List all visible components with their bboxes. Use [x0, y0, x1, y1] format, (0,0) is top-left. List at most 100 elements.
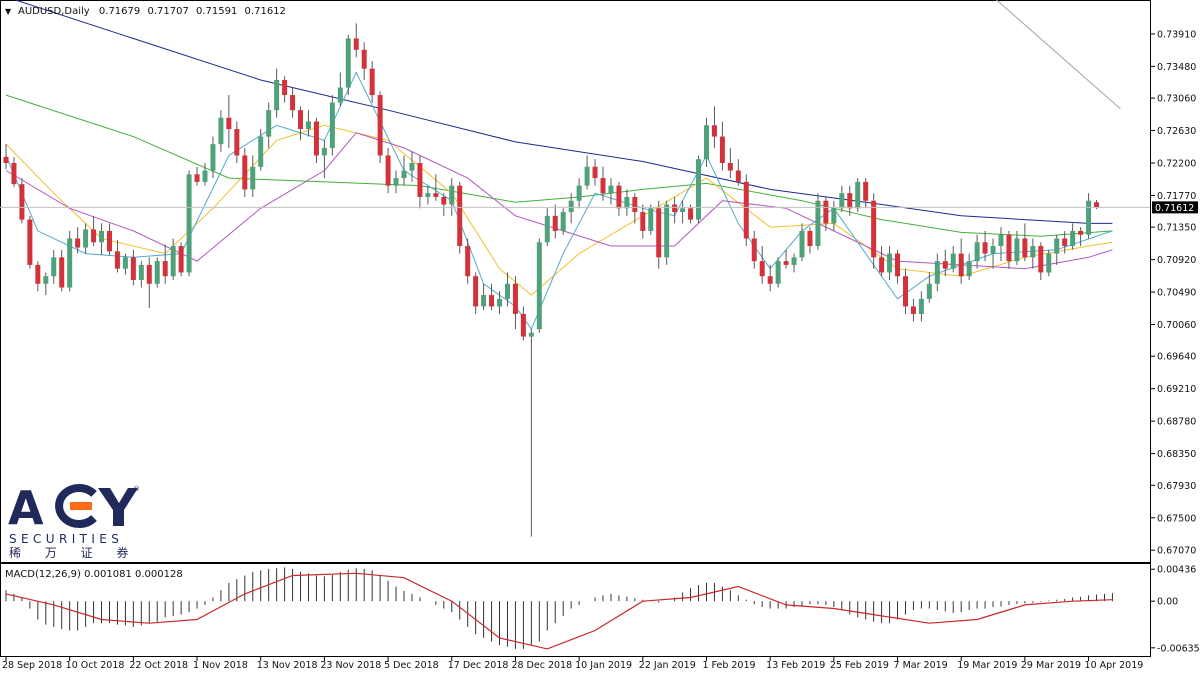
candle-body — [1030, 246, 1036, 258]
date-tick-label: 13 Nov 2018 — [257, 660, 318, 671]
high-value: 0.71707 — [147, 6, 188, 17]
candle-body — [1054, 238, 1060, 254]
price-tick-label: 0.70920 — [1157, 255, 1196, 266]
date-tick-label: 1 Nov 2018 — [193, 660, 248, 671]
open-value: 0.71679 — [99, 6, 140, 17]
candle-body — [274, 79, 280, 111]
candle-body — [353, 38, 359, 50]
candle-body — [497, 298, 503, 307]
moving-averages — [5, 0, 1121, 331]
candle-body — [672, 204, 678, 213]
candle-body — [847, 193, 853, 209]
candle-body — [815, 200, 821, 247]
candle-body — [783, 261, 789, 265]
candle-body — [59, 257, 65, 288]
candle-body — [950, 253, 956, 269]
price-tick-label: 0.71350 — [1157, 223, 1196, 234]
candle-body — [759, 261, 765, 277]
candle-body — [425, 193, 431, 197]
candle-body — [727, 162, 733, 171]
candle-body — [831, 208, 837, 224]
candle-body — [242, 155, 248, 190]
date-tick-label: 13 Feb 2019 — [766, 660, 825, 671]
candle-body — [958, 253, 964, 277]
price-tick-label: 0.72630 — [1157, 126, 1196, 137]
candle-body — [592, 166, 598, 179]
candle-body — [266, 110, 272, 137]
price-tick-label: 0.67070 — [1157, 546, 1196, 557]
candle-body — [154, 261, 160, 284]
candle-body — [106, 230, 112, 252]
candle-body — [489, 295, 495, 307]
candle-body — [1078, 230, 1084, 235]
candle-body — [528, 332, 534, 337]
candle-body — [282, 79, 288, 96]
candle-body — [83, 229, 89, 248]
candle-body — [1006, 234, 1012, 262]
candle-body — [512, 283, 518, 314]
candle-body — [1086, 200, 1092, 235]
moving-average-line — [995, 0, 1121, 110]
date-tick-label: 17 Dec 2018 — [448, 660, 509, 671]
candle-body — [449, 185, 455, 205]
chart-menu-arrow[interactable]: ▼ — [5, 7, 12, 16]
candle-body — [114, 251, 120, 269]
candle-body — [703, 125, 709, 160]
low-value: 0.71591 — [196, 6, 237, 17]
candle-body — [441, 196, 447, 205]
date-tick-label: 19 Mar 2019 — [957, 660, 1017, 671]
candle-body — [791, 257, 797, 265]
date-tick-label: 5 Dec 2018 — [384, 660, 439, 671]
candle-body — [337, 87, 343, 103]
candle-body — [361, 49, 367, 69]
candle-body — [767, 276, 773, 284]
candle-body — [146, 264, 152, 284]
candle-body — [719, 136, 725, 163]
candle-body — [624, 196, 630, 209]
date-axis: 28 Sep 2018 10 Oct 2018 22 Oct 2018 1 Nov 2… — [2, 657, 1143, 671]
moving-average-line — [13, 0, 1113, 224]
candle-body — [1046, 253, 1052, 273]
candle-body — [1070, 230, 1076, 247]
date-tick-label: 29 Mar 2019 — [1021, 660, 1081, 671]
candle-body — [369, 68, 375, 96]
candle-body — [823, 200, 829, 224]
price-tick-label: 0.72200 — [1157, 158, 1196, 169]
date-tick-label: 25 Feb 2019 — [830, 660, 889, 671]
macd-indicator — [5, 567, 1113, 650]
close-value: 0.71612 — [245, 6, 286, 17]
candle-body — [91, 229, 97, 243]
candle-body — [417, 162, 423, 197]
candle-body — [839, 193, 845, 209]
price-tick-label: 0.73480 — [1157, 62, 1196, 73]
candle-body — [560, 212, 566, 231]
candle-body — [122, 257, 128, 269]
price-pane-frame — [0, 0, 1151, 563]
candle-body — [608, 185, 614, 194]
price-axis: 0.73910 0.73480 0.73060 0.72630 0.72200 0.717… — [1150, 29, 1196, 557]
date-tick-label: 28 Sep 2018 — [2, 660, 62, 671]
candle-body — [345, 38, 351, 88]
candle-body — [377, 95, 383, 156]
chart-symbol-title: AUDUSD,Daily 0.71679 0.71707 0.71591 0.7… — [18, 6, 286, 17]
candle-body — [656, 208, 662, 258]
candle-body — [696, 159, 702, 220]
candle-body — [998, 234, 1004, 247]
price-tick-label: 0.67500 — [1157, 513, 1196, 524]
logo-tagline: SECURITIES — [9, 532, 123, 546]
price-tick-label: 0.73060 — [1157, 94, 1196, 105]
macd-axis: 0.00436 0.00 -0.006357 — [1150, 565, 1200, 654]
candle-body — [290, 95, 296, 111]
candle-body — [433, 193, 439, 197]
candle-body — [879, 257, 885, 273]
macd-header: MACD(12,26,9) 0.001081 0.000128 — [5, 569, 183, 580]
candles — [3, 23, 1100, 537]
candle-body — [520, 313, 526, 337]
candle-body — [910, 306, 916, 314]
price-tick-label: 0.73910 — [1157, 29, 1196, 40]
date-tick-label: 23 Nov 2018 — [320, 660, 381, 671]
price-tick-label: 0.67930 — [1157, 481, 1196, 492]
candle-body — [887, 253, 893, 273]
candle-body — [130, 257, 136, 280]
date-tick-label: 22 Jan 2019 — [639, 660, 696, 671]
